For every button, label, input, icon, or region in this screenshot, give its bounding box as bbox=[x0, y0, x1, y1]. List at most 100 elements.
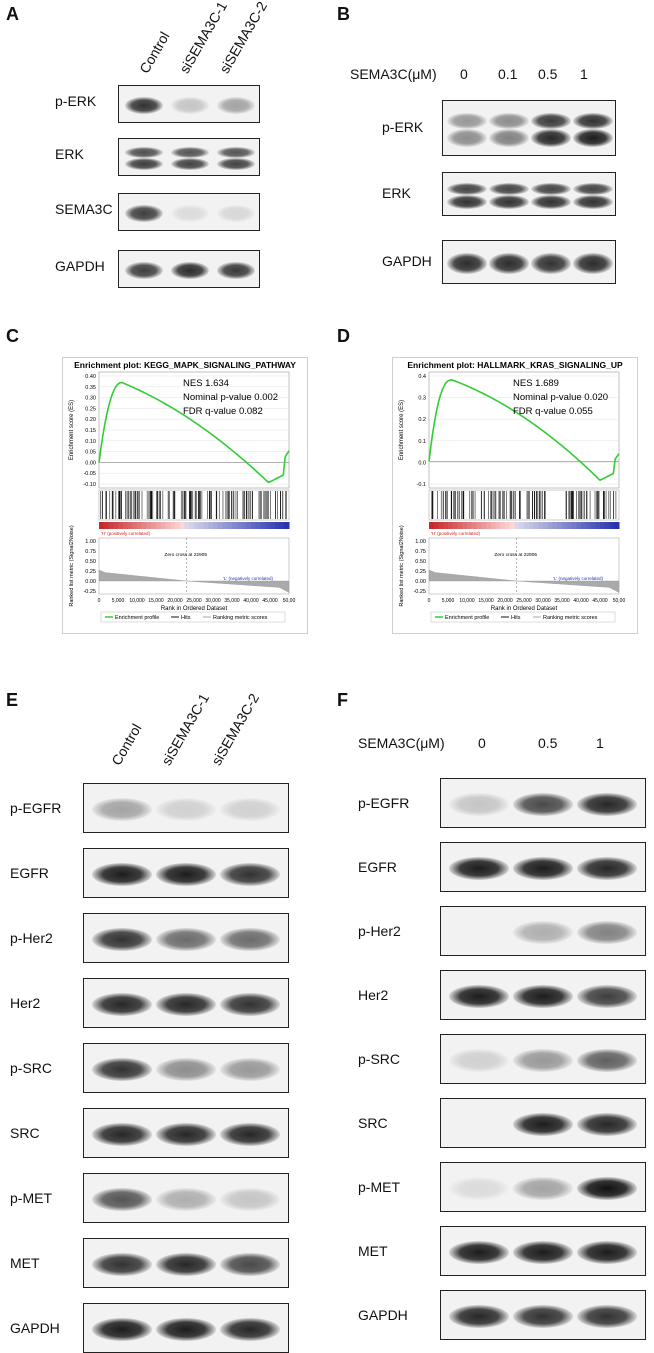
gsea-rank-colorbar-segment bbox=[519, 522, 525, 529]
panel-letter-e: E bbox=[6, 690, 19, 710]
gsea-rank-colorbar-segment bbox=[279, 522, 285, 529]
blot-f-p-egfr bbox=[440, 778, 646, 828]
blot-a-band-upper bbox=[125, 147, 163, 158]
gsea-rank-colorbar-segment bbox=[585, 522, 591, 529]
gsea-rank-colorbar-segment bbox=[132, 522, 138, 529]
blot-e-band bbox=[156, 928, 216, 951]
gsea-rank-colorbar-segment bbox=[524, 522, 530, 529]
gsea-rank-colorbar-segment bbox=[236, 522, 242, 529]
gsea-legend-item: Hits bbox=[511, 615, 521, 621]
row-label-f: p-MET bbox=[358, 1179, 400, 1195]
gsea-x-tick: 50,00 bbox=[283, 598, 296, 604]
gsea-es-frame bbox=[428, 371, 620, 489]
gsea-rank-tick: 1.00 bbox=[85, 539, 96, 545]
gsea-fdr: FDR q-value 0.055 bbox=[513, 406, 593, 417]
row-label-b: GAPDH bbox=[382, 253, 432, 269]
blot-b-band bbox=[489, 253, 529, 274]
blot-e-gapdh bbox=[83, 1303, 289, 1353]
blot-e-band bbox=[156, 863, 216, 886]
blot-e-band bbox=[156, 993, 216, 1016]
blot-b-band-lower bbox=[531, 129, 571, 147]
row-label-f: p-SRC bbox=[358, 1051, 401, 1067]
blot-e-band bbox=[220, 1188, 280, 1211]
row-label-e: p-Her2 bbox=[10, 930, 53, 946]
blot-e-her2 bbox=[83, 978, 289, 1028]
blot-f-band bbox=[449, 1177, 509, 1200]
gsea-x-tick: 15,000 bbox=[148, 598, 164, 604]
gsea-rank-colorbar-segment bbox=[571, 522, 577, 529]
gsea-es-tick: -0.1 bbox=[417, 482, 426, 488]
blot-e-band bbox=[92, 993, 152, 1016]
gsea-rank-colorbar-segment bbox=[429, 522, 435, 529]
gsea-rank-colorbar-segment bbox=[543, 522, 549, 529]
gsea-rank-colorbar-segment bbox=[538, 522, 544, 529]
gsea-rank-tick: 0.25 bbox=[85, 569, 96, 575]
gsea-rank-colorbar-segment bbox=[194, 522, 200, 529]
gsea-rank-colorbar-segment bbox=[284, 522, 290, 529]
blot-f-band bbox=[513, 1177, 573, 1200]
blot-e-band bbox=[92, 798, 152, 821]
gsea-rank-colorbar-segment bbox=[500, 522, 506, 529]
blot-a-band-lower bbox=[171, 158, 209, 171]
blot-a-band-upper bbox=[171, 147, 209, 158]
gsea-es-tick: -0.05 bbox=[83, 471, 96, 477]
gsea-es-tick: 0.35 bbox=[85, 385, 96, 391]
gsea-d-svg: Enrichment plot: HALLMARK_KRAS_SIGNALING… bbox=[399, 360, 625, 623]
gsea-fdr: FDR q-value 0.082 bbox=[183, 406, 263, 417]
gsea-rank-colorbar-segment bbox=[217, 522, 223, 529]
gsea-title: Enrichment plot: KEGG_MAPK_SIGNALING_PAT… bbox=[74, 360, 296, 370]
gsea-rank-colorbar-segment bbox=[471, 522, 477, 529]
gsea-c-svg: Enrichment plot: KEGG_MAPK_SIGNALING_PAT… bbox=[69, 360, 296, 623]
gsea-zero-cross-label: Zero cross at 22905 bbox=[164, 552, 207, 558]
panel-letter-a: A bbox=[6, 4, 19, 24]
row-label-e: p-MET bbox=[10, 1190, 52, 1206]
blot-e-band bbox=[156, 1123, 216, 1146]
gsea-enrichment-curve bbox=[98, 381, 290, 484]
gsea-rank-colorbar-segment bbox=[251, 522, 257, 529]
blot-a-band-lower bbox=[217, 158, 255, 171]
blot-e-p-egfr bbox=[83, 783, 289, 833]
row-label-e: p-EGFR bbox=[10, 800, 62, 816]
gsea-rank-axis-label: Ranked list metric (Signal2Noise) bbox=[399, 525, 405, 606]
gsea-legend-frame bbox=[100, 611, 286, 623]
gsea-es-tick: 0.20 bbox=[85, 417, 96, 423]
gsea-legend-item: Enrichment profile bbox=[115, 615, 159, 621]
gsea-x-axis-label: Rank in Ordered Dataset bbox=[161, 606, 228, 612]
blot-b-band-lower bbox=[573, 195, 613, 210]
row-label-a: SEMA3C bbox=[55, 201, 113, 217]
gsea-rank-tick: 0.25 bbox=[415, 569, 426, 575]
blot-b-band bbox=[531, 253, 571, 274]
gsea-x-tick: 20,000 bbox=[167, 598, 183, 604]
gsea-rank-colorbar-segment bbox=[184, 522, 190, 529]
gsea-rank-colorbar-segment bbox=[595, 522, 601, 529]
gsea-es-tick: 0.25 bbox=[85, 406, 96, 412]
gsea-rank-colorbar-segment bbox=[581, 522, 587, 529]
dose-label-f: 0.5 bbox=[538, 735, 558, 751]
gsea-rank-colorbar-segment bbox=[562, 522, 568, 529]
blot-a-band-lower bbox=[125, 158, 163, 171]
gsea-rank-colorbar-segment bbox=[156, 522, 162, 529]
lane-label-e: siSEMA3C-1 bbox=[158, 690, 213, 768]
gsea-rank-tick: 0.00 bbox=[415, 579, 426, 585]
gsea-es-tick: 0.4 bbox=[418, 374, 426, 380]
gsea-hits-frame bbox=[428, 489, 620, 521]
gsea-x-tick: 35,000 bbox=[554, 598, 570, 604]
gsea-rank-colorbar-segment bbox=[189, 522, 195, 529]
gsea-rank-colorbar-segment bbox=[208, 522, 214, 529]
blot-a-band bbox=[217, 96, 255, 115]
gsea-rank-colorbar-segment bbox=[495, 522, 501, 529]
gsea-rank-colorbar-segment bbox=[481, 522, 487, 529]
blot-f-src bbox=[440, 1098, 646, 1148]
blot-b-band-upper bbox=[447, 182, 487, 195]
blot-a-band bbox=[171, 96, 209, 115]
gsea-rank-colorbar-segment bbox=[255, 522, 261, 529]
gsea-es-tick: 0.40 bbox=[85, 374, 96, 380]
blot-a-band bbox=[217, 261, 255, 280]
gsea-rank-colorbar-segment bbox=[222, 522, 228, 529]
blot-f-band bbox=[577, 1049, 637, 1072]
row-label-a: GAPDH bbox=[55, 258, 105, 274]
blot-f-band bbox=[577, 1177, 637, 1200]
gsea-neg-label: 'L' (negatively correlated) bbox=[223, 576, 273, 581]
gsea-rank-colorbar-segment bbox=[232, 522, 238, 529]
blot-b-band-lower bbox=[489, 195, 529, 210]
